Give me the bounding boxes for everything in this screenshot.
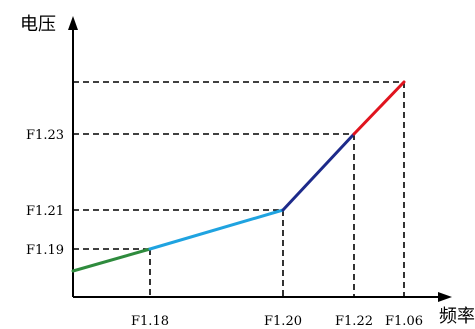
curve-segment-0 (71, 247, 152, 273)
x-axis-title: 频率 (439, 306, 475, 327)
y-tick-y-f121: F1.21 (26, 204, 64, 219)
x-tick-x-f118: F1.18 (131, 314, 169, 329)
curve-series (71, 80, 406, 273)
y-tick-y-f119: F1.19 (26, 243, 64, 258)
curve-segment-1 (148, 208, 285, 251)
curve-segment-2 (281, 132, 356, 212)
curve-segment-3 (352, 80, 406, 136)
x-tick-x-f120: F1.20 (264, 314, 302, 329)
axes (68, 16, 452, 302)
y-axis-title: 电压 (20, 14, 56, 35)
x-axis-arrow (438, 292, 452, 302)
y-axis-arrow (68, 16, 78, 30)
tick-labels: F1.18 F1.20 F1.22 F1.06 F1.19 F1.21 F1.23 (26, 128, 423, 329)
y-tick-y-f123: F1.23 (26, 128, 64, 143)
x-tick-x-f106: F1.06 (385, 314, 423, 329)
x-tick-x-f122: F1.22 (335, 314, 373, 329)
guide-lines (73, 81, 405, 297)
